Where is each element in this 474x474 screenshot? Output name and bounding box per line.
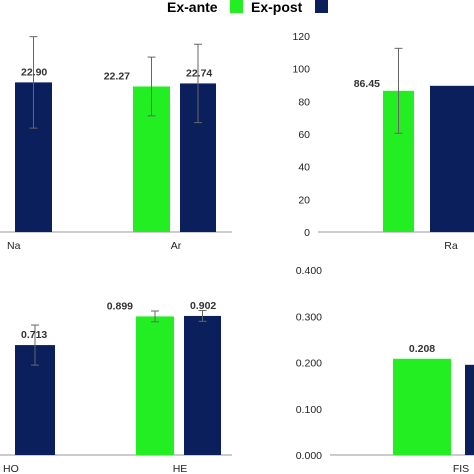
bar-ex-ante-fis xyxy=(393,358,451,455)
legend-swatch-ex-ante xyxy=(230,0,243,13)
data-label: 0.899 xyxy=(107,300,133,312)
data-label: 86.45 xyxy=(354,78,380,90)
category-label-na: Na xyxy=(7,240,21,252)
data-label: 0.208 xyxy=(409,343,435,355)
y-tick-label: 0.300 xyxy=(296,311,322,323)
bar-ex-post-he xyxy=(184,315,221,455)
legend-label-ex-ante: Ex-ante xyxy=(167,0,218,15)
category-label-he: HE xyxy=(173,463,188,474)
legend: Ex-ante Ex-post xyxy=(167,0,328,15)
data-label: 0.713 xyxy=(21,329,47,341)
bar-ex-ante-he xyxy=(136,316,174,455)
y-tick-label: 0.100 xyxy=(296,404,322,416)
legend-label-ex-post: Ex-post xyxy=(251,0,303,15)
category-label-ho: HO xyxy=(3,463,19,474)
category-label-fis: FIS xyxy=(453,463,469,474)
y-tick-label: 0 xyxy=(304,227,310,239)
data-label: 22.90 xyxy=(21,66,47,78)
data-label: 22.27 xyxy=(104,71,130,83)
category-label-ra: Ra xyxy=(444,240,458,252)
y-tick-label: 0.400 xyxy=(296,265,322,277)
y-tick-label: 100 xyxy=(292,64,310,76)
panel-top-right: 120 100 80 60 40 20 0 86.45 Ra xyxy=(292,31,474,252)
data-label: 22.74 xyxy=(186,67,212,79)
y-tick-label: 40 xyxy=(298,162,310,174)
panel-bottom-right: 0.400 0.300 0.200 0.100 0.000 0.208 FIS xyxy=(296,265,474,474)
panel-bottom-left: 0.713 HO 0.899 0.902 HE xyxy=(0,300,232,474)
legend-swatch-ex-post xyxy=(315,0,328,13)
y-tick-label: 0.200 xyxy=(296,358,322,370)
y-tick-label: 80 xyxy=(298,96,310,108)
y-tick-label: 20 xyxy=(298,194,310,206)
category-label-ar: Ar xyxy=(171,240,182,252)
panel-top-left: 22.90 Na 22.27 22.74 Ar xyxy=(0,36,232,252)
bar-ex-post-ra xyxy=(430,85,474,232)
y-tick-label: 60 xyxy=(298,129,310,141)
y-tick-label: 0.000 xyxy=(296,450,322,462)
data-label: 0.902 xyxy=(190,300,216,312)
y-tick-label: 120 xyxy=(292,31,310,43)
bar-ex-post-fis xyxy=(465,364,474,455)
